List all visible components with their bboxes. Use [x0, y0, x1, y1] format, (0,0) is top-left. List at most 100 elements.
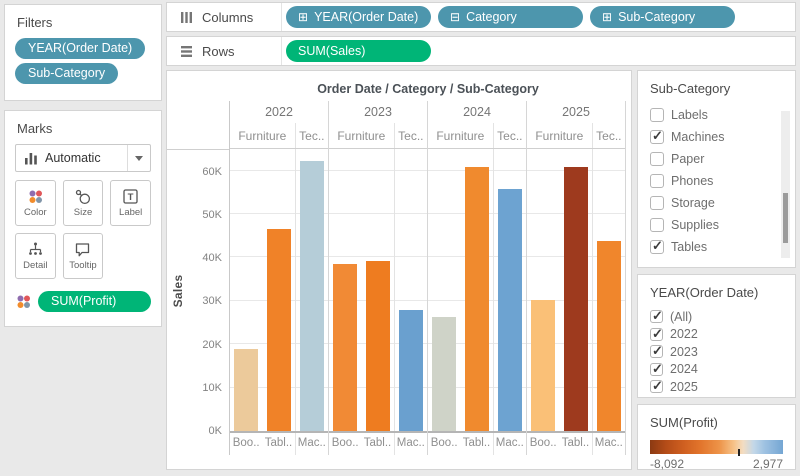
filter-pill-year-order-date[interactable]: YEAR(Order Date) [15, 38, 146, 59]
subcategory-label-machines: Machines [671, 130, 725, 144]
checkbox-phones[interactable] [650, 174, 664, 188]
checkbox-supplies[interactable] [650, 218, 664, 232]
detail-button-label: Detail [23, 260, 48, 271]
encoding-pill-sum-profit[interactable]: SUM(Profit) [38, 291, 151, 312]
tooltip-bubble-icon [74, 241, 91, 258]
x-axis-label-2022-tabl[interactable]: Tabl.. [264, 437, 293, 449]
x-axis-label-2023-tabl[interactable]: Tabl.. [363, 437, 392, 449]
size-button[interactable]: Size [62, 180, 104, 226]
columns-shelf-head: Columns [167, 3, 282, 31]
x-label-pane-2023-furniture: Boo.. Tabl.. [329, 433, 395, 455]
bar-2024-boo[interactable] [432, 316, 457, 431]
bar-2022-mac[interactable] [299, 160, 324, 431]
checkbox-machines[interactable] [650, 128, 664, 144]
bar-2023-mac[interactable] [398, 310, 423, 431]
bar-2022-boo[interactable] [234, 348, 259, 431]
bar-2025-mac[interactable] [596, 240, 621, 431]
bar-2025-boo[interactable] [531, 299, 556, 431]
bar-2023-boo[interactable] [333, 263, 358, 431]
subcategory-item-storage[interactable]: Storage [650, 192, 795, 214]
subcategory-item-supplies[interactable]: Supplies [650, 214, 795, 236]
year-header-2025[interactable]: 2025 [562, 105, 590, 119]
category-header-2025-tec[interactable]: Tec.. [596, 128, 622, 143]
x-axis-label-2022-boo[interactable]: Boo.. [232, 437, 260, 449]
x-axis-label-2025-tabl[interactable]: Tabl.. [561, 437, 590, 449]
category-header-2022-furniture[interactable]: Furniture [230, 123, 296, 148]
year-item-all[interactable]: (All) [650, 308, 795, 326]
bar-slot [329, 149, 361, 431]
category-header-2023-furniture[interactable]: Furniture [329, 123, 395, 148]
y-axis: Sales 0K 10K 20K 30K 40K 50K 60K [167, 101, 230, 455]
checkbox-labels[interactable] [650, 108, 664, 122]
year-label-2022: 2022 [670, 327, 698, 342]
bar-slot [296, 149, 328, 431]
rows-pill-sum-sales[interactable]: SUM(Sales) [286, 40, 431, 62]
label-button[interactable]: T Label [110, 180, 151, 226]
color-dots-icon [15, 293, 32, 310]
year-header-2024[interactable]: 2024 [463, 105, 491, 119]
category-header-2024-furniture[interactable]: Furniture [428, 123, 494, 148]
legend-min-label: -8,092 [650, 457, 685, 471]
subcategory-item-paper[interactable]: Paper [650, 148, 795, 170]
subpane-2024-tec [494, 149, 526, 431]
scrollbar-thumb[interactable] [783, 193, 788, 244]
checkbox-2025[interactable] [650, 378, 663, 394]
checkbox-tables[interactable] [650, 238, 664, 254]
columns-pill-category[interactable]: ⊟ Category [438, 6, 583, 28]
subcategory-item-tables[interactable]: Tables [650, 236, 795, 258]
subcategory-item-machines[interactable]: Machines [650, 126, 795, 148]
scrollbar-track[interactable] [781, 111, 790, 258]
bar-2022-tabl[interactable] [266, 229, 291, 431]
checkbox-2024[interactable] [650, 361, 663, 377]
x-label-pane-2024-furniture: Boo.. Tabl.. [428, 433, 494, 455]
detail-button[interactable]: Detail [15, 233, 56, 279]
checkbox-2023[interactable] [650, 343, 663, 359]
subpane-2022-tec [296, 149, 328, 431]
year-header-2023[interactable]: 2023 [364, 105, 392, 119]
columns-shelf-label: Columns [202, 9, 254, 25]
x-axis-label-2024-mac[interactable]: Mac.. [495, 437, 524, 449]
mark-type-dropdown[interactable]: Automatic [15, 144, 151, 172]
y-tick-label-0k: 0K [208, 425, 222, 437]
subcategory-item-phones[interactable]: Phones [650, 170, 795, 192]
category-header-2024-tec[interactable]: Tec.. [497, 128, 523, 143]
x-axis-label-2024-boo[interactable]: Boo.. [430, 437, 458, 449]
checkbox-paper[interactable] [650, 152, 664, 166]
columns-pill-sub-category[interactable]: ⊞ Sub-Category [590, 6, 735, 28]
year-item-2022[interactable]: 2022 [650, 326, 795, 344]
category-header-2023-tec[interactable]: Tec.. [398, 128, 424, 143]
x-axis-label-2022-mac[interactable]: Mac.. [297, 437, 326, 449]
rows-shelf[interactable]: Rows SUM(Sales) [166, 36, 796, 66]
y-axis-ticks: Sales 0K 10K 20K 30K 40K 50K 60K [167, 150, 229, 437]
subcategory-item-labels[interactable]: Labels [650, 104, 795, 126]
profit-gradient-bar[interactable] [650, 440, 783, 456]
year-label-2025: 2025 [670, 379, 698, 394]
columns-pill-year-order-date[interactable]: ⊞ YEAR(Order Date) [286, 6, 431, 28]
bar-2024-mac[interactable] [497, 188, 522, 431]
category-header-2025-furniture[interactable]: Furniture [527, 123, 593, 148]
x-axis-label-2025-boo[interactable]: Boo.. [529, 437, 557, 449]
checkbox-2022[interactable] [650, 326, 663, 342]
checkbox-storage[interactable] [650, 196, 664, 210]
filter-pill-sub-category[interactable]: Sub-Category [15, 63, 119, 84]
x-axis-label-2025-mac[interactable]: Mac.. [594, 437, 623, 449]
year-item-2024[interactable]: 2024 [650, 361, 795, 379]
columns-shelf[interactable]: Columns ⊞ YEAR(Order Date) ⊟ Category ⊞ Sub-C… [166, 2, 796, 32]
gridline [230, 169, 328, 171]
year-item-2023[interactable]: 2023 [650, 343, 795, 361]
bar-slot [428, 149, 460, 431]
bar-2023-tabl[interactable] [365, 260, 390, 431]
x-axis-label-2023-boo[interactable]: Boo.. [331, 437, 359, 449]
tooltip-button[interactable]: Tooltip [62, 233, 104, 279]
bar-2024-tabl[interactable] [464, 167, 489, 431]
category-header-2022-tec[interactable]: Tec.. [299, 128, 325, 143]
chart-card: Order Date / Category / Sub-Category Sal… [166, 70, 632, 470]
year-header-2022[interactable]: 2022 [265, 105, 293, 119]
x-axis-label-2023-mac[interactable]: Mac.. [396, 437, 425, 449]
marks-title: Marks [17, 121, 53, 136]
x-axis-label-2024-tabl[interactable]: Tabl.. [462, 437, 491, 449]
color-button[interactable]: Color [15, 180, 56, 226]
year-item-2025[interactable]: 2025 [650, 378, 795, 396]
checkbox-all[interactable] [650, 308, 663, 324]
bar-2025-tabl[interactable] [563, 166, 588, 431]
